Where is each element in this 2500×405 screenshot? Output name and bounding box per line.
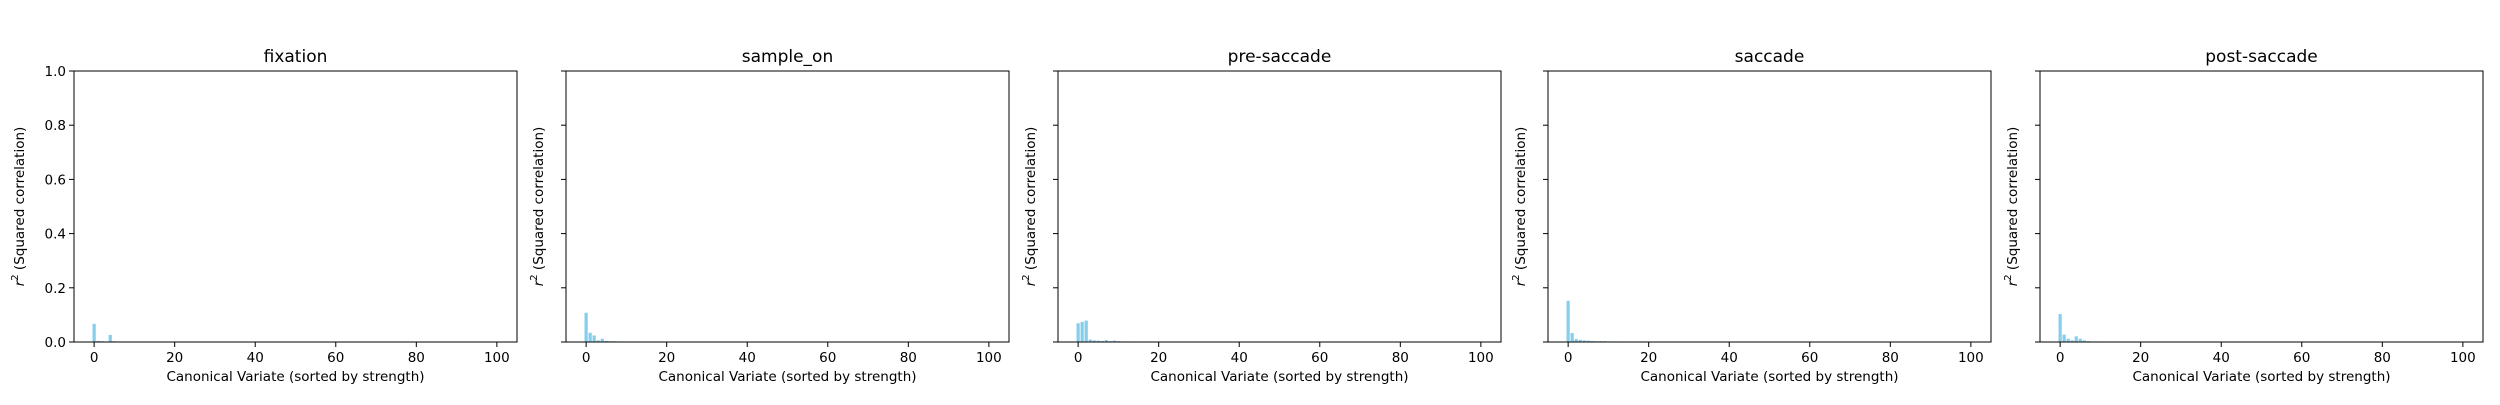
axes-frame bbox=[74, 71, 517, 342]
y-axis-label-rest: (Squared correlation) bbox=[1023, 127, 1039, 275]
x-tick-label: 80 bbox=[2374, 350, 2391, 366]
x-axis-label: Canonical Variate (sorted by strength) bbox=[658, 369, 916, 385]
y-tick-label: 0.8 bbox=[45, 118, 66, 134]
y-tick-label: 0.6 bbox=[45, 172, 66, 188]
bar bbox=[585, 313, 588, 342]
x-tick-label: 100 bbox=[484, 350, 510, 366]
x-tick-label: 0 bbox=[582, 350, 591, 366]
panel-post-saccade: 0 20 40 60 80 100 post-saccade Canonical Variat… bbox=[2003, 47, 2483, 385]
y-axis-label: r2 (Squared correlation) bbox=[10, 127, 28, 287]
x-tick-label: 20 bbox=[2132, 350, 2149, 366]
x-tick-label: 20 bbox=[1640, 350, 1657, 366]
panel-pre-saccade: 0 20 40 60 80 100 pre-saccade Canonical Variate… bbox=[1021, 47, 1501, 385]
y-axis-label-rest: (Squared correlation) bbox=[531, 127, 547, 275]
x-tick-label: 40 bbox=[247, 350, 264, 366]
y-tick-label: 1.0 bbox=[45, 64, 66, 80]
panel-title: sample_on bbox=[742, 47, 833, 67]
x-tick-label: 100 bbox=[2450, 350, 2476, 366]
bar bbox=[2063, 335, 2066, 342]
axes-frame bbox=[1058, 71, 1501, 342]
bar bbox=[593, 336, 596, 343]
x-axis-label: Canonical Variate (sorted by strength) bbox=[2132, 369, 2390, 385]
bar bbox=[1085, 321, 1088, 342]
axes-frame bbox=[2040, 71, 2483, 342]
panel-title: fixation bbox=[264, 47, 328, 67]
bar bbox=[1077, 323, 1080, 342]
x-tick-label: 100 bbox=[1468, 350, 1494, 366]
x-axis-label: Canonical Variate (sorted by strength) bbox=[166, 369, 424, 385]
x-tick-label: 0 bbox=[1564, 350, 1573, 366]
x-tick-label: 0 bbox=[90, 350, 99, 366]
x-tick-label: 40 bbox=[1231, 350, 1248, 366]
x-tick-label: 60 bbox=[2293, 350, 2310, 366]
x-tick-label: 60 bbox=[819, 350, 836, 366]
x-tick-label: 80 bbox=[1882, 350, 1899, 366]
y-axis-label-rest: (Squared correlation) bbox=[2005, 127, 2021, 275]
bar bbox=[1081, 322, 1084, 342]
y-axis-label-rest: (Squared correlation) bbox=[1513, 127, 1529, 275]
x-tick-label: 60 bbox=[1311, 350, 1328, 366]
x-tick-label: 20 bbox=[166, 350, 183, 366]
x-tick-label: 80 bbox=[1392, 350, 1409, 366]
x-tick-label: 100 bbox=[976, 350, 1002, 366]
panel-title: post-saccade bbox=[2205, 47, 2317, 67]
panel-saccade: 0 20 40 60 80 100 saccade Canonical Variate (so… bbox=[1511, 47, 1991, 385]
x-tick-label: 0 bbox=[2056, 350, 2065, 366]
bar bbox=[1567, 301, 1570, 342]
axes-frame bbox=[566, 71, 1009, 342]
bar bbox=[2075, 336, 2078, 342]
y-axis-label: r2 (Squared correlation) bbox=[529, 127, 547, 287]
x-tick-label: 40 bbox=[2213, 350, 2230, 366]
x-tick-label: 60 bbox=[327, 350, 344, 366]
y-axis-label: r2 (Squared correlation) bbox=[2003, 127, 2021, 287]
x-tick-label: 20 bbox=[658, 350, 675, 366]
panel-title: pre-saccade bbox=[1228, 47, 1332, 67]
y-axis-label: r2 (Squared correlation) bbox=[1511, 127, 1529, 287]
x-axis-label: Canonical Variate (sorted by strength) bbox=[1640, 369, 1898, 385]
x-tick-label: 40 bbox=[1721, 350, 1738, 366]
bar bbox=[589, 333, 592, 342]
y-axis-label-rest: (Squared correlation) bbox=[12, 127, 28, 275]
bar bbox=[2059, 314, 2062, 342]
x-tick-label: 0 bbox=[1074, 350, 1083, 366]
x-tick-label: 80 bbox=[900, 350, 917, 366]
panel-sample_on: 0 20 40 60 80 100 sample_on Canonical Variate (… bbox=[529, 47, 1009, 385]
bar bbox=[93, 324, 96, 342]
y-tick-label: 0.0 bbox=[45, 335, 66, 351]
y-axis-label: r2 (Squared correlation) bbox=[1021, 127, 1039, 287]
x-tick-label: 100 bbox=[1958, 350, 1984, 366]
x-axis-label: Canonical Variate (sorted by strength) bbox=[1150, 369, 1408, 385]
bar bbox=[109, 335, 112, 342]
x-tick-label: 40 bbox=[739, 350, 756, 366]
panel-title: saccade bbox=[1735, 47, 1805, 67]
bar bbox=[1571, 333, 1574, 342]
x-tick-label: 20 bbox=[1150, 350, 1167, 366]
axes-frame bbox=[1548, 71, 1991, 342]
y-tick-label: 0.2 bbox=[45, 281, 66, 297]
x-tick-label: 60 bbox=[1801, 350, 1818, 366]
x-tick-label: 80 bbox=[408, 350, 425, 366]
y-tick-label: 0.4 bbox=[45, 227, 66, 243]
panel-fixation: 0 20 40 60 80 100 0.0 0.2 0.4 0.6 0.8 1.0 fixation Ca… bbox=[10, 47, 517, 385]
